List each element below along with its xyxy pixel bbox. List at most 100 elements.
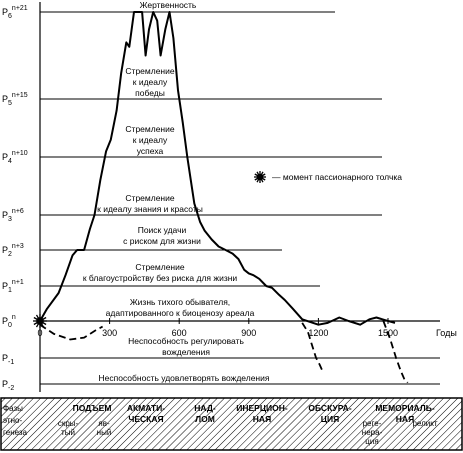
level-annotation: Неспособность регулировать вожделения — [128, 336, 244, 357]
level-subscript: 6 — [8, 13, 12, 20]
phase-3: НАД-ЛОМ — [194, 403, 216, 424]
phase-subname: яв-ный — [97, 419, 112, 437]
level-subscript: 1 — [8, 287, 12, 294]
level-subscript: 3 — [8, 216, 12, 223]
dashed-curve-right — [301, 322, 323, 371]
dashed-curve-left — [39, 323, 104, 341]
level-label: P-2 — [2, 379, 14, 392]
phase-subname: реликт — [412, 419, 437, 428]
phase-name-line: ИНЕРЦИОН- — [236, 403, 288, 413]
level-annotation: Стремление к идеалу победы — [125, 66, 174, 98]
phase-name-line: ЧЕСКАЯ — [128, 414, 163, 424]
level-annotation-line: к идеалу — [133, 135, 168, 145]
x-tick-label: 300 — [102, 328, 117, 338]
phase-subname: скры-тый — [58, 419, 79, 437]
level-annotation: Стремление к благоустройству без риска дл… — [83, 262, 238, 283]
axes: 0 300 600 900 1200 1500 Годы — [37, 2, 457, 392]
level-subscript: -1 — [8, 359, 14, 366]
phase-name-line: ЛОМ — [195, 414, 215, 424]
level-subscript: -2 — [8, 385, 14, 392]
level-annotation-line: Неспособность удовлетворять вожделения — [99, 373, 270, 383]
legend-text: — момент пассионарного толчка — [272, 172, 402, 182]
level-superscript: n+6 — [12, 208, 24, 215]
level-annotation: Поиск удачи с риском для жизни — [123, 225, 201, 246]
level-subscript: 4 — [8, 158, 12, 165]
x-tick-label: 1200 — [308, 328, 328, 338]
level-superscript: n+3 — [12, 243, 24, 250]
level-label: P5n+15 — [2, 92, 28, 107]
phases-label: Фазы этно-генеза — [3, 404, 28, 437]
level-annotation-line: Стремление — [125, 66, 174, 76]
phase-name-line: МЕМОРИАЛЬ- — [375, 403, 435, 413]
phase-name-line: ОБСКУРА- — [308, 403, 351, 413]
phase-2: АКМАТИ-ЧЕСКАЯ — [127, 403, 165, 424]
level-superscript: n+10 — [12, 150, 28, 157]
level-superscript: n+15 — [12, 92, 28, 99]
burst-ray — [39, 316, 47, 322]
phases-label-line: генеза — [3, 428, 28, 437]
phase-subname-line: яв- — [98, 419, 110, 428]
phase-name-line: ПОДЪЕМ — [73, 403, 112, 413]
x-tick-label: 0 — [37, 328, 42, 338]
level-annotation: Неспособность удовлетворять вожделения — [99, 373, 270, 383]
phase-name: ОБСКУРА-ЦИЯ — [308, 403, 351, 424]
level-annotation-line: Поиск удачи — [138, 225, 187, 235]
x-tick-label: 900 — [241, 328, 256, 338]
level-label: P-1 — [2, 353, 14, 366]
curves — [33, 11, 409, 384]
phase-subname-line: нера- — [362, 428, 383, 437]
level-annotation-line: адаптированного к биоценозу ареала — [106, 308, 255, 318]
phase-name: МЕМОРИАЛЬ-НАЯ — [375, 403, 435, 424]
phase-name: ИНЕРЦИОН-НАЯ — [236, 403, 288, 424]
phases-band: Фазы этно-генеза ПОДЪЕМ скры-тый яв-ный АКМАТ… — [0, 397, 463, 451]
level-superscript: n — [12, 314, 16, 321]
level-annotation-line: к идеалу знания и красоты — [97, 204, 203, 214]
level-annotation-line: Жертвенность — [140, 0, 197, 10]
level-annotation-line: к идеалу — [133, 77, 168, 87]
phase-subname-line: тый — [61, 428, 75, 437]
x-axis-unit-label: Годы — [436, 328, 457, 338]
level-subscript: 0 — [8, 322, 12, 329]
level-annotation-line: к благоустройству без риска для жизни — [83, 273, 238, 283]
level-superscript: n+1 — [12, 279, 24, 286]
level-annotation-line: вожделения — [162, 347, 210, 357]
phase-subname-line: ный — [97, 428, 112, 437]
phase-5: ОБСКУРА-ЦИЯ — [308, 403, 351, 424]
level-label: P6n+21 — [2, 5, 28, 20]
level-annotation: Стремление к идеалу успеха — [125, 124, 174, 156]
x-tick-label: 600 — [172, 328, 187, 338]
level-annotation-line: победы — [135, 88, 165, 98]
phase-subname-line: ция — [365, 437, 378, 446]
burst-ray — [259, 173, 266, 178]
level-superscript: n+21 — [12, 5, 28, 12]
phase-name: НАД-ЛОМ — [194, 403, 216, 424]
phase-name: АКМАТИ-ЧЕСКАЯ — [127, 403, 165, 424]
level-label: P1n+1 — [2, 279, 24, 294]
phases-label-line: этно- — [3, 416, 22, 425]
phase-name-line: НАЯ — [396, 414, 414, 424]
level-annotation-line: успеха — [137, 146, 164, 156]
level-annotation-line: Неспособность регулировать — [128, 336, 244, 346]
phase-subname: реге-нера-ция — [362, 419, 383, 446]
phase-subname-line: реге- — [363, 419, 382, 428]
phases-background — [0, 397, 463, 451]
phases-label-line: Фазы — [3, 404, 23, 413]
level-label: P2n+3 — [2, 243, 24, 258]
burst-icon — [254, 171, 266, 183]
phase-name-line: НАЯ — [253, 414, 271, 424]
phase-name-line: НАД- — [194, 403, 216, 413]
passionary-push-icon — [33, 314, 47, 328]
phase-name-line: АКМАТИ- — [127, 403, 165, 413]
level-annotation-line: Стремление — [135, 262, 184, 272]
phase-4: ИНЕРЦИОН-НАЯ — [236, 403, 288, 424]
phase-subname-line: скры- — [58, 419, 79, 428]
level-label: P0n — [2, 314, 16, 329]
phase-name: ПОДЪЕМ — [73, 403, 112, 413]
level-annotation-line: Стремление — [125, 124, 174, 134]
level-annotation-line: Жизнь тихого обывателя, — [130, 297, 230, 307]
dashed-curve-end — [382, 320, 409, 384]
level-annotation-line: Стремление — [125, 193, 174, 203]
